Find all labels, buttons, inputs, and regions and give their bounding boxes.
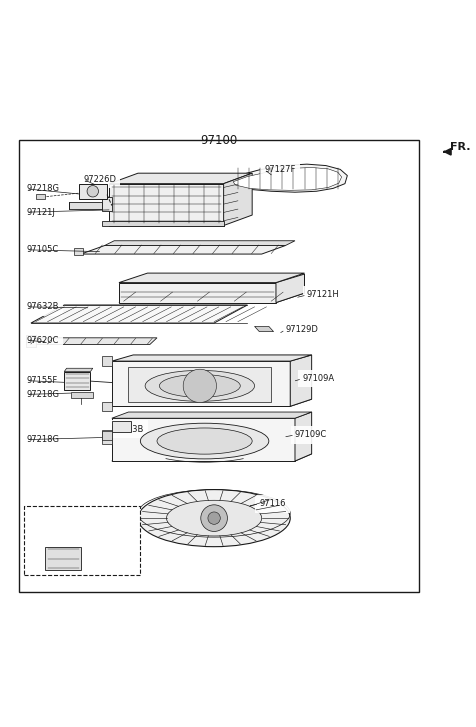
Polygon shape xyxy=(105,241,295,246)
Polygon shape xyxy=(255,326,274,332)
Polygon shape xyxy=(129,367,271,401)
Ellipse shape xyxy=(159,374,240,397)
Text: 97218G: 97218G xyxy=(26,435,59,444)
Ellipse shape xyxy=(145,370,255,401)
Polygon shape xyxy=(112,412,312,418)
Polygon shape xyxy=(102,430,112,444)
Polygon shape xyxy=(112,361,290,406)
Bar xyxy=(45,547,81,571)
Ellipse shape xyxy=(157,428,252,454)
Text: 97218G: 97218G xyxy=(26,185,59,193)
Ellipse shape xyxy=(138,489,290,547)
Polygon shape xyxy=(36,194,45,199)
Bar xyxy=(19,140,419,592)
Text: FR.: FR. xyxy=(450,142,470,152)
Polygon shape xyxy=(102,356,112,366)
Polygon shape xyxy=(112,399,312,406)
Circle shape xyxy=(87,185,99,197)
Polygon shape xyxy=(226,164,347,192)
Text: 97218G: 97218G xyxy=(26,390,59,399)
Circle shape xyxy=(208,512,220,524)
FancyBboxPatch shape xyxy=(24,506,140,575)
Polygon shape xyxy=(112,355,312,361)
Polygon shape xyxy=(119,283,276,302)
Text: 97620C: 97620C xyxy=(26,336,59,345)
Polygon shape xyxy=(112,454,312,461)
Text: 97121J: 97121J xyxy=(26,208,55,217)
Polygon shape xyxy=(224,173,252,225)
Polygon shape xyxy=(276,274,305,302)
Polygon shape xyxy=(119,273,305,283)
Polygon shape xyxy=(31,305,248,323)
Polygon shape xyxy=(64,371,90,390)
Polygon shape xyxy=(102,401,112,411)
Circle shape xyxy=(183,369,217,403)
Polygon shape xyxy=(74,249,83,255)
Text: 97129D: 97129D xyxy=(286,325,318,334)
Polygon shape xyxy=(71,392,93,398)
Text: 97105C: 97105C xyxy=(26,245,59,254)
Text: 97155F: 97155F xyxy=(26,376,58,385)
Polygon shape xyxy=(102,197,112,212)
Text: 97632B: 97632B xyxy=(26,302,59,311)
Polygon shape xyxy=(26,338,157,345)
Text: (W/FULL AUTO: (W/FULL AUTO xyxy=(55,510,109,519)
Ellipse shape xyxy=(140,423,269,459)
Polygon shape xyxy=(290,355,312,406)
Text: 97109C: 97109C xyxy=(295,430,327,439)
Text: AIR CON): AIR CON) xyxy=(65,521,99,529)
Circle shape xyxy=(201,505,228,531)
Polygon shape xyxy=(109,173,252,184)
Text: 97127F: 97127F xyxy=(264,165,296,174)
Text: 97100: 97100 xyxy=(200,134,238,147)
Polygon shape xyxy=(102,221,224,225)
Polygon shape xyxy=(102,431,112,440)
Polygon shape xyxy=(119,293,305,302)
Text: 97109A: 97109A xyxy=(302,374,334,383)
Polygon shape xyxy=(69,201,102,209)
Polygon shape xyxy=(79,184,107,199)
Text: 97116: 97116 xyxy=(259,499,286,508)
Polygon shape xyxy=(112,418,295,461)
Polygon shape xyxy=(233,167,342,190)
Text: 97113B: 97113B xyxy=(112,425,144,434)
Polygon shape xyxy=(26,335,36,348)
Text: 97226D: 97226D xyxy=(83,175,116,184)
Text: 97121H: 97121H xyxy=(307,291,340,300)
Ellipse shape xyxy=(167,500,262,536)
Polygon shape xyxy=(112,421,131,433)
Polygon shape xyxy=(81,246,286,254)
Polygon shape xyxy=(109,184,224,225)
Polygon shape xyxy=(64,369,93,371)
Text: 97176E: 97176E xyxy=(68,531,97,540)
Polygon shape xyxy=(295,412,312,461)
